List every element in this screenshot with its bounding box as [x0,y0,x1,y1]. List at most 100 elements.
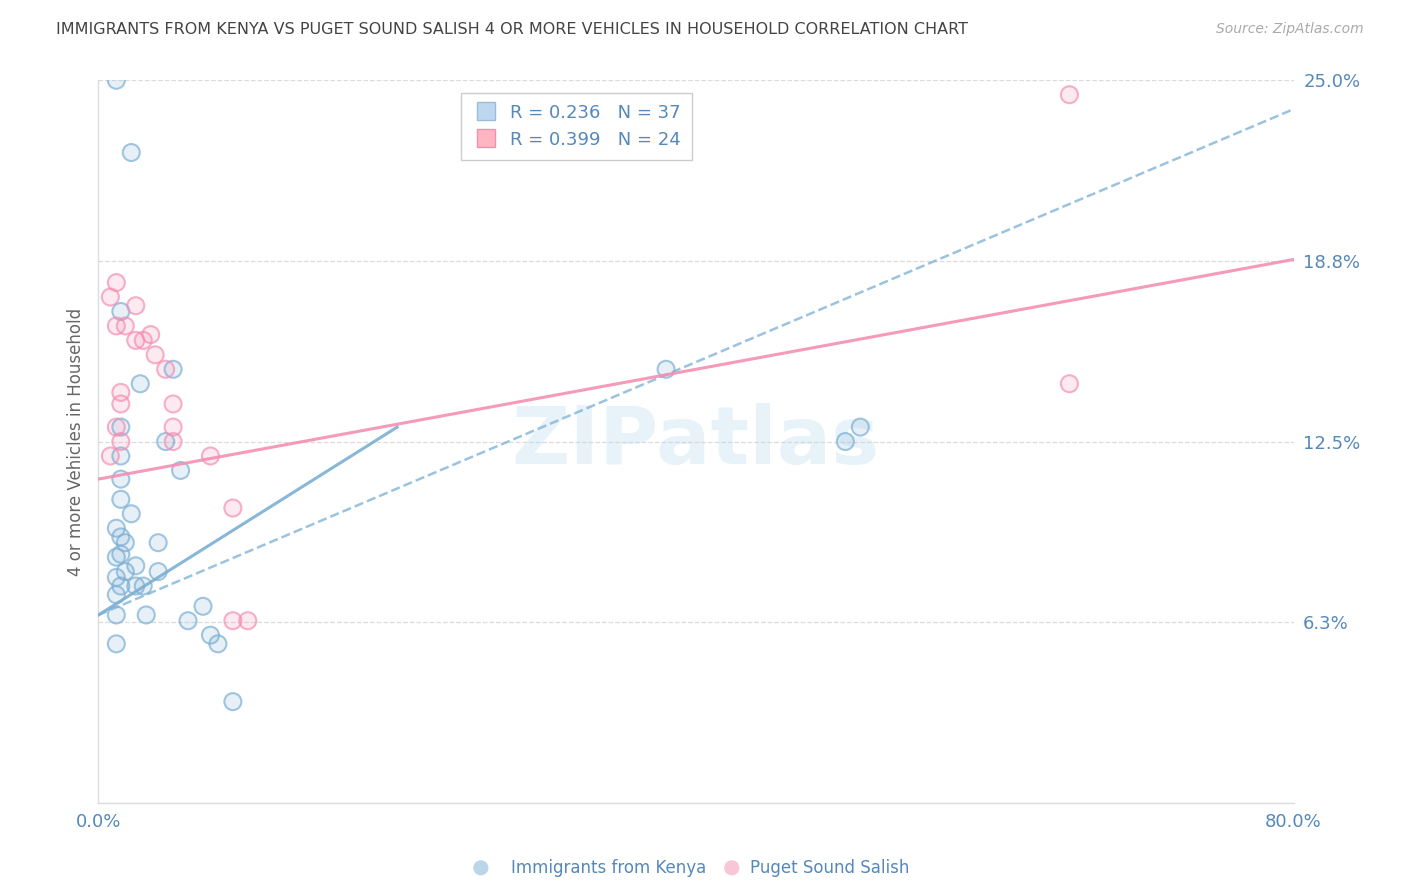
Point [162,362,184,376]
Point [114,318,136,333]
Point [129,376,152,391]
Y-axis label: 4 or more Vehicles in Household: 4 or more Vehicles in Household [66,308,84,575]
Point [125,579,148,593]
Point [191,599,214,614]
Point [222,695,245,709]
Point [110,530,132,544]
Point [148,535,170,549]
Point [125,299,148,313]
Point [105,550,128,565]
Point [849,420,872,434]
Point [834,434,856,449]
Point [1059,87,1081,102]
Point [110,449,132,463]
Point [110,449,132,463]
Point [1059,376,1081,391]
Text: Immigrants from Kenya: Immigrants from Kenya [510,859,706,877]
Point [98,290,122,304]
Point [139,327,162,342]
Point [105,607,128,622]
Point [98,290,122,304]
Point [105,276,128,290]
Point [110,579,132,593]
Point [125,558,148,573]
Point [120,145,142,160]
Point [110,472,132,486]
Point [200,449,222,463]
Point [177,614,200,628]
Point [132,579,155,593]
Point [143,348,166,362]
Point [110,434,132,449]
Point [162,362,184,376]
Point [110,547,132,561]
Point [162,420,184,434]
Point [105,637,128,651]
Point [110,304,132,318]
Point [105,420,128,434]
Point [200,628,222,642]
Point [110,397,132,411]
Point [155,362,177,376]
Point [207,637,229,651]
Point [105,570,128,584]
Text: ZIPatlas: ZIPatlas [512,402,880,481]
Point [162,434,184,449]
Point [114,565,136,579]
Point [125,579,148,593]
Point [155,362,177,376]
Point [1059,87,1081,102]
Point [114,535,136,549]
Point [222,695,245,709]
Point [110,304,132,318]
Point [148,535,170,549]
Point [1059,376,1081,391]
Text: IMMIGRANTS FROM KENYA VS PUGET SOUND SALISH 4 OR MORE VEHICLES IN HOUSEHOLD CORR: IMMIGRANTS FROM KENYA VS PUGET SOUND SAL… [56,22,969,37]
Point [132,334,155,348]
Point [191,599,214,614]
Point [105,73,128,87]
Point [236,614,259,628]
Point [105,588,128,602]
Point [91,798,114,813]
Point [125,334,148,348]
Point [162,434,184,449]
Point [110,385,132,400]
Point [110,420,132,434]
Point [125,299,148,313]
Point [132,579,155,593]
Point [200,449,222,463]
Point [105,521,128,535]
Point [222,614,245,628]
Point [105,276,128,290]
Point [110,434,132,449]
Point [114,535,136,549]
Point [105,318,128,333]
Point [105,607,128,622]
Point [114,318,136,333]
Point [96,798,118,813]
Point [177,614,200,628]
Text: Source: ZipAtlas.com: Source: ZipAtlas.com [1216,22,1364,37]
Point [110,472,132,486]
Point [110,420,132,434]
Point [105,637,128,651]
Point [200,628,222,642]
Text: Puget Sound Salish: Puget Sound Salish [749,859,910,877]
Point [162,420,184,434]
Point [155,434,177,449]
Point [162,397,184,411]
Point [110,579,132,593]
Point [236,614,259,628]
Point [110,385,132,400]
Point [120,145,142,160]
Point [125,558,148,573]
Point [135,607,157,622]
Point [169,463,191,477]
Point [98,449,122,463]
Point [120,507,142,521]
Point [834,434,856,449]
Point [105,521,128,535]
Point [148,565,170,579]
Point [222,501,245,516]
